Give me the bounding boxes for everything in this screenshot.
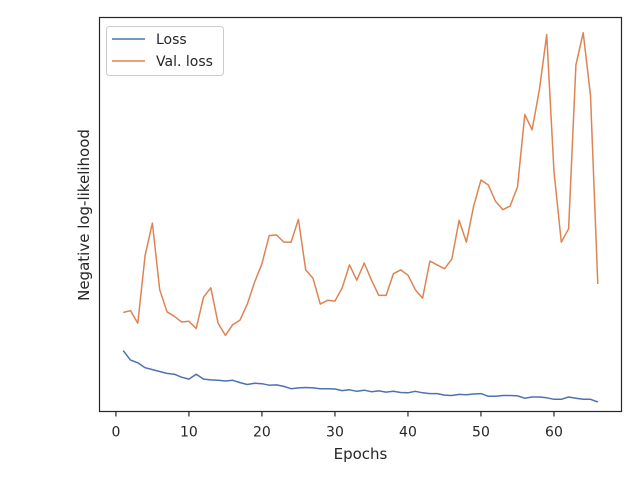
x-tick-label: 40 [399,425,417,441]
legend-label-loss: Loss [156,32,187,48]
series-line-loss [122,350,599,403]
series-lines [122,31,599,403]
x-tick-label: 20 [253,425,271,441]
plot-area [98,16,623,413]
x-tick-label: 10 [180,425,198,441]
legend-label-val-loss: Val. loss [156,54,213,70]
y-axis-label: Negative log-likelihood [75,129,93,301]
x-tick-label: 0 [111,425,120,441]
legend: Loss Val. loss [106,26,224,76]
x-axis: 0 10 20 30 40 50 60 [111,411,563,441]
x-tick-label: 60 [545,425,563,441]
x-tick-label: 30 [326,425,344,441]
x-tick-label: 50 [472,425,490,441]
series-line-val-loss [123,31,599,337]
x-axis-label: Epochs [334,445,388,463]
